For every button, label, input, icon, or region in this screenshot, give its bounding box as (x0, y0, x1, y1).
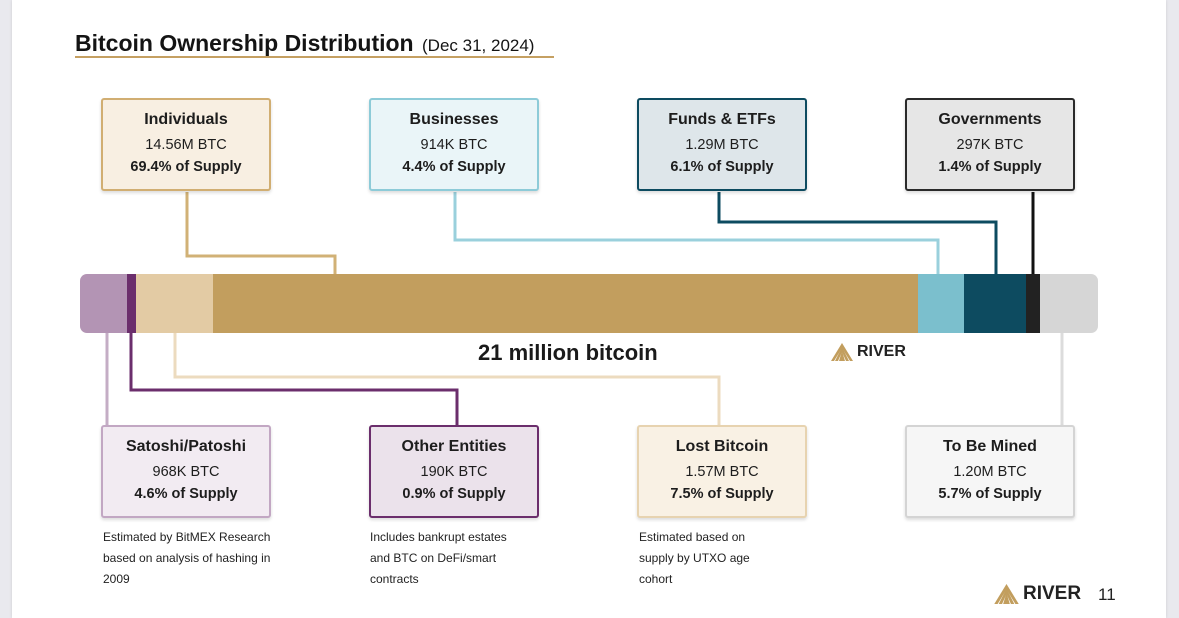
box-title: Funds & ETFs (668, 111, 776, 128)
connector-funds (717, 192, 998, 274)
river-logo-icon (994, 584, 1019, 604)
bar-segment-other-entities (127, 274, 137, 333)
box-btc-amount: 968K BTC (152, 464, 220, 480)
box-businesses: Businesses 914K BTC 4.4% of Supply (369, 98, 539, 191)
box-btc-amount: 914K BTC (420, 137, 488, 153)
box-title: Businesses (409, 111, 499, 128)
brand-mark-center: RIVER (831, 343, 906, 361)
brand-mark-footer: RIVER (994, 583, 1081, 605)
box-governments: Governments 297K BTC 1.4% of Supply (905, 98, 1075, 191)
river-logo-icon (831, 343, 853, 361)
box-btc-amount: 14.56M BTC (145, 137, 227, 153)
bar-segment-individuals (213, 274, 919, 333)
box-other-entities: Other Entities 190K BTC 0.9% of Supply (369, 425, 539, 518)
box-supply-percent: 1.4% of Supply (938, 159, 1042, 175)
connector-lost (173, 333, 721, 426)
connector-other-entities (129, 333, 459, 426)
page-title: Bitcoin Ownership Distribution (Dec 31, … (75, 30, 534, 57)
box-supply-percent: 0.9% of Supply (402, 486, 506, 502)
note-satoshi: Estimated by BitMEX Research based on an… (103, 530, 271, 586)
connector-businesses (453, 192, 940, 274)
box-btc-amount: 297K BTC (956, 137, 1024, 153)
box-supply-percent: 69.4% of Supply (130, 159, 242, 175)
box-title: Other Entities (401, 438, 507, 455)
title-text: Bitcoin Ownership Distribution (75, 30, 414, 56)
note-other-entities: Includes bankrupt estates and BTC on DeF… (370, 530, 507, 586)
box-supply-percent: 4.4% of Supply (402, 159, 506, 175)
box-supply-percent: 7.5% of Supply (670, 486, 774, 502)
box-individuals: Individuals 14.56M BTC 69.4% of Supply (101, 98, 271, 191)
bar-segment-to-be-mined (1040, 274, 1098, 333)
bar-segment-businesses (918, 274, 965, 333)
box-title: Individuals (144, 111, 228, 128)
box-lost-bitcoin: Lost Bitcoin 1.57M BTC 7.5% of Supply (637, 425, 807, 518)
bar-segment-governments (1026, 274, 1041, 333)
title-date: (Dec 31, 2024) (422, 36, 535, 55)
box-btc-amount: 1.29M BTC (685, 137, 759, 153)
box-to-be-mined: To Be Mined 1.20M BTC 5.7% of Supply (905, 425, 1075, 518)
bar-segment-satoshi (80, 274, 128, 333)
brand-text-footer: RIVER (1023, 583, 1082, 604)
box-title: Lost Bitcoin (675, 438, 769, 455)
bar-segment-funds (964, 274, 1027, 333)
box-funds-etfs: Funds & ETFs 1.29M BTC 6.1% of Supply (637, 98, 807, 191)
supply-bar (80, 274, 1098, 333)
title-underline (75, 56, 554, 58)
bar-segment-lost (136, 274, 214, 333)
connector-individuals (185, 192, 337, 274)
brand-text-center: RIVER (857, 343, 906, 360)
box-supply-percent: 5.7% of Supply (938, 486, 1042, 502)
box-supply-percent: 4.6% of Supply (134, 486, 238, 502)
bar-caption: 21 million bitcoin (478, 340, 658, 365)
page-number: 11 (1098, 585, 1116, 604)
box-title: Governments (938, 111, 1042, 128)
box-title: To Be Mined (943, 438, 1037, 455)
note-lost-bitcoin: Estimated based on supply by UTXO age co… (639, 530, 750, 586)
box-btc-amount: 1.57M BTC (685, 464, 759, 480)
box-title: Satoshi/Patoshi (125, 438, 247, 455)
box-btc-amount: 190K BTC (420, 464, 488, 480)
box-btc-amount: 1.20M BTC (953, 464, 1027, 480)
box-satoshi-patoshi: Satoshi/Patoshi 968K BTC 4.6% of Supply (101, 425, 271, 518)
box-supply-percent: 6.1% of Supply (670, 159, 774, 175)
